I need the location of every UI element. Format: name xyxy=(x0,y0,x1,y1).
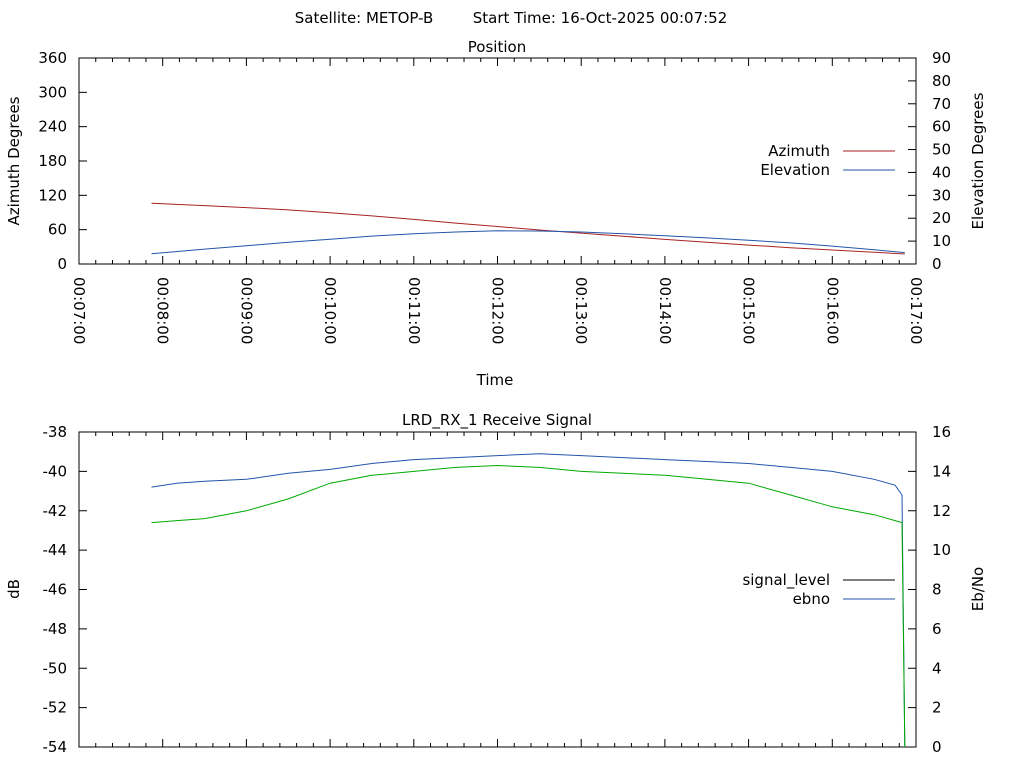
left-y-tick-label: 300 xyxy=(38,83,67,101)
right-y-tick-label: 12 xyxy=(932,502,951,520)
x-tick-label: 00:10:00 xyxy=(321,277,339,344)
right-y-tick-label: 90 xyxy=(932,49,951,67)
left-y-tick-label: -50 xyxy=(43,659,68,677)
left-y-tick-label: -44 xyxy=(43,541,68,559)
left-y-tick-label: -54 xyxy=(43,738,68,756)
legend-azimuth-label: Azimuth xyxy=(768,142,830,160)
x-tick-label: 00:13:00 xyxy=(572,277,590,344)
x-tick-label: 00:09:00 xyxy=(237,277,255,344)
left-y-tick-label: -38 xyxy=(43,423,68,441)
left-y-tick-label: -40 xyxy=(43,462,68,480)
left-y-tick-label: 120 xyxy=(38,186,67,204)
db-axis-label: dB xyxy=(5,579,23,599)
legend-ebno-label: ebno xyxy=(793,590,830,608)
right-y-tick-label: 14 xyxy=(932,462,951,480)
right-y-tick-label: 8 xyxy=(932,581,942,599)
x-tick-label: 00:08:00 xyxy=(154,277,172,344)
right-y-tick-label: 50 xyxy=(932,141,951,159)
x-tick-label: 00:07:00 xyxy=(70,277,88,344)
left-y-tick-label: -52 xyxy=(43,699,68,717)
legend-elevation-label: Elevation xyxy=(760,161,830,179)
series-line-Elevation xyxy=(151,230,905,255)
azimuth-axis-label: Azimuth Degrees xyxy=(5,96,23,225)
left-y-tick-label: 60 xyxy=(48,221,67,239)
left-y-tick-label: -48 xyxy=(43,620,68,638)
x-tick-label: 00:14:00 xyxy=(656,277,674,344)
signal-chart-title: LRD_RX_1 Receive Signal xyxy=(402,411,592,430)
position-axes-ticks: 0 60 120 180 240 300 360 0 10 20 30 40 50 60 70 80 90 00:… xyxy=(38,49,951,344)
position-legend: Azimuth Elevation xyxy=(760,142,895,179)
position-chart: Position Azimuth Degrees Elevation Degre… xyxy=(5,38,987,389)
signal-axes-ticks: -54 -52 -50 -48 -46 -44 -42 -40 -38 0 2 4 6 8 10 12 14 16 xyxy=(43,423,952,756)
right-y-tick-label: 6 xyxy=(932,620,942,638)
satellite-label: Satellite: METOP-B xyxy=(295,9,434,27)
position-chart-title: Position xyxy=(468,38,526,56)
right-y-tick-label: 0 xyxy=(932,255,942,273)
right-y-tick-label: 40 xyxy=(932,163,951,181)
right-y-tick-label: 30 xyxy=(932,186,951,204)
legend-signal-level-label: signal_level xyxy=(742,571,830,590)
x-tick-label: 00:16:00 xyxy=(823,277,841,344)
right-y-tick-label: 10 xyxy=(932,541,951,559)
series-line-unnamed-2 xyxy=(151,464,906,748)
signal-legend: signal_level ebno xyxy=(742,571,895,608)
right-y-tick-label: 20 xyxy=(932,209,951,227)
elevation-axis-label: Elevation Degrees xyxy=(969,92,987,229)
left-y-tick-label: 360 xyxy=(38,49,67,67)
signal-series xyxy=(151,453,906,748)
x-tick-label: 00:11:00 xyxy=(405,277,423,344)
x-tick-label: 00:17:00 xyxy=(907,277,925,344)
right-y-tick-label: 4 xyxy=(932,659,942,677)
left-y-tick-label: 0 xyxy=(57,255,67,273)
left-y-tick-label: -46 xyxy=(43,581,68,599)
series-line-ebno xyxy=(151,453,906,748)
time-axis-label: Time xyxy=(476,371,514,389)
x-tick-label: 00:12:00 xyxy=(489,277,507,344)
right-y-tick-label: 80 xyxy=(932,72,951,90)
left-y-tick-label: 240 xyxy=(38,118,67,136)
signal-chart: LRD_RX_1 Receive Signal dB Eb/No -54-52-… xyxy=(5,411,987,756)
right-y-tick-label: 2 xyxy=(932,699,942,717)
left-y-tick-label: -42 xyxy=(43,502,68,520)
right-y-tick-label: 16 xyxy=(932,423,951,441)
right-y-tick-label: 60 xyxy=(932,118,951,136)
right-y-tick-label: 70 xyxy=(932,95,951,113)
right-y-tick-label: 10 xyxy=(932,232,951,250)
left-y-tick-label: 180 xyxy=(38,152,67,170)
signal-plot-frame xyxy=(78,431,917,748)
position-series xyxy=(151,202,905,255)
ebno-axis-label: Eb/No xyxy=(969,567,987,611)
x-tick-label: 00:15:00 xyxy=(740,277,758,344)
right-y-tick-label: 0 xyxy=(932,738,942,756)
series-line-Azimuth xyxy=(151,202,905,255)
start-time-label: Start Time: 16-Oct-2025 00:07:52 xyxy=(473,9,728,27)
